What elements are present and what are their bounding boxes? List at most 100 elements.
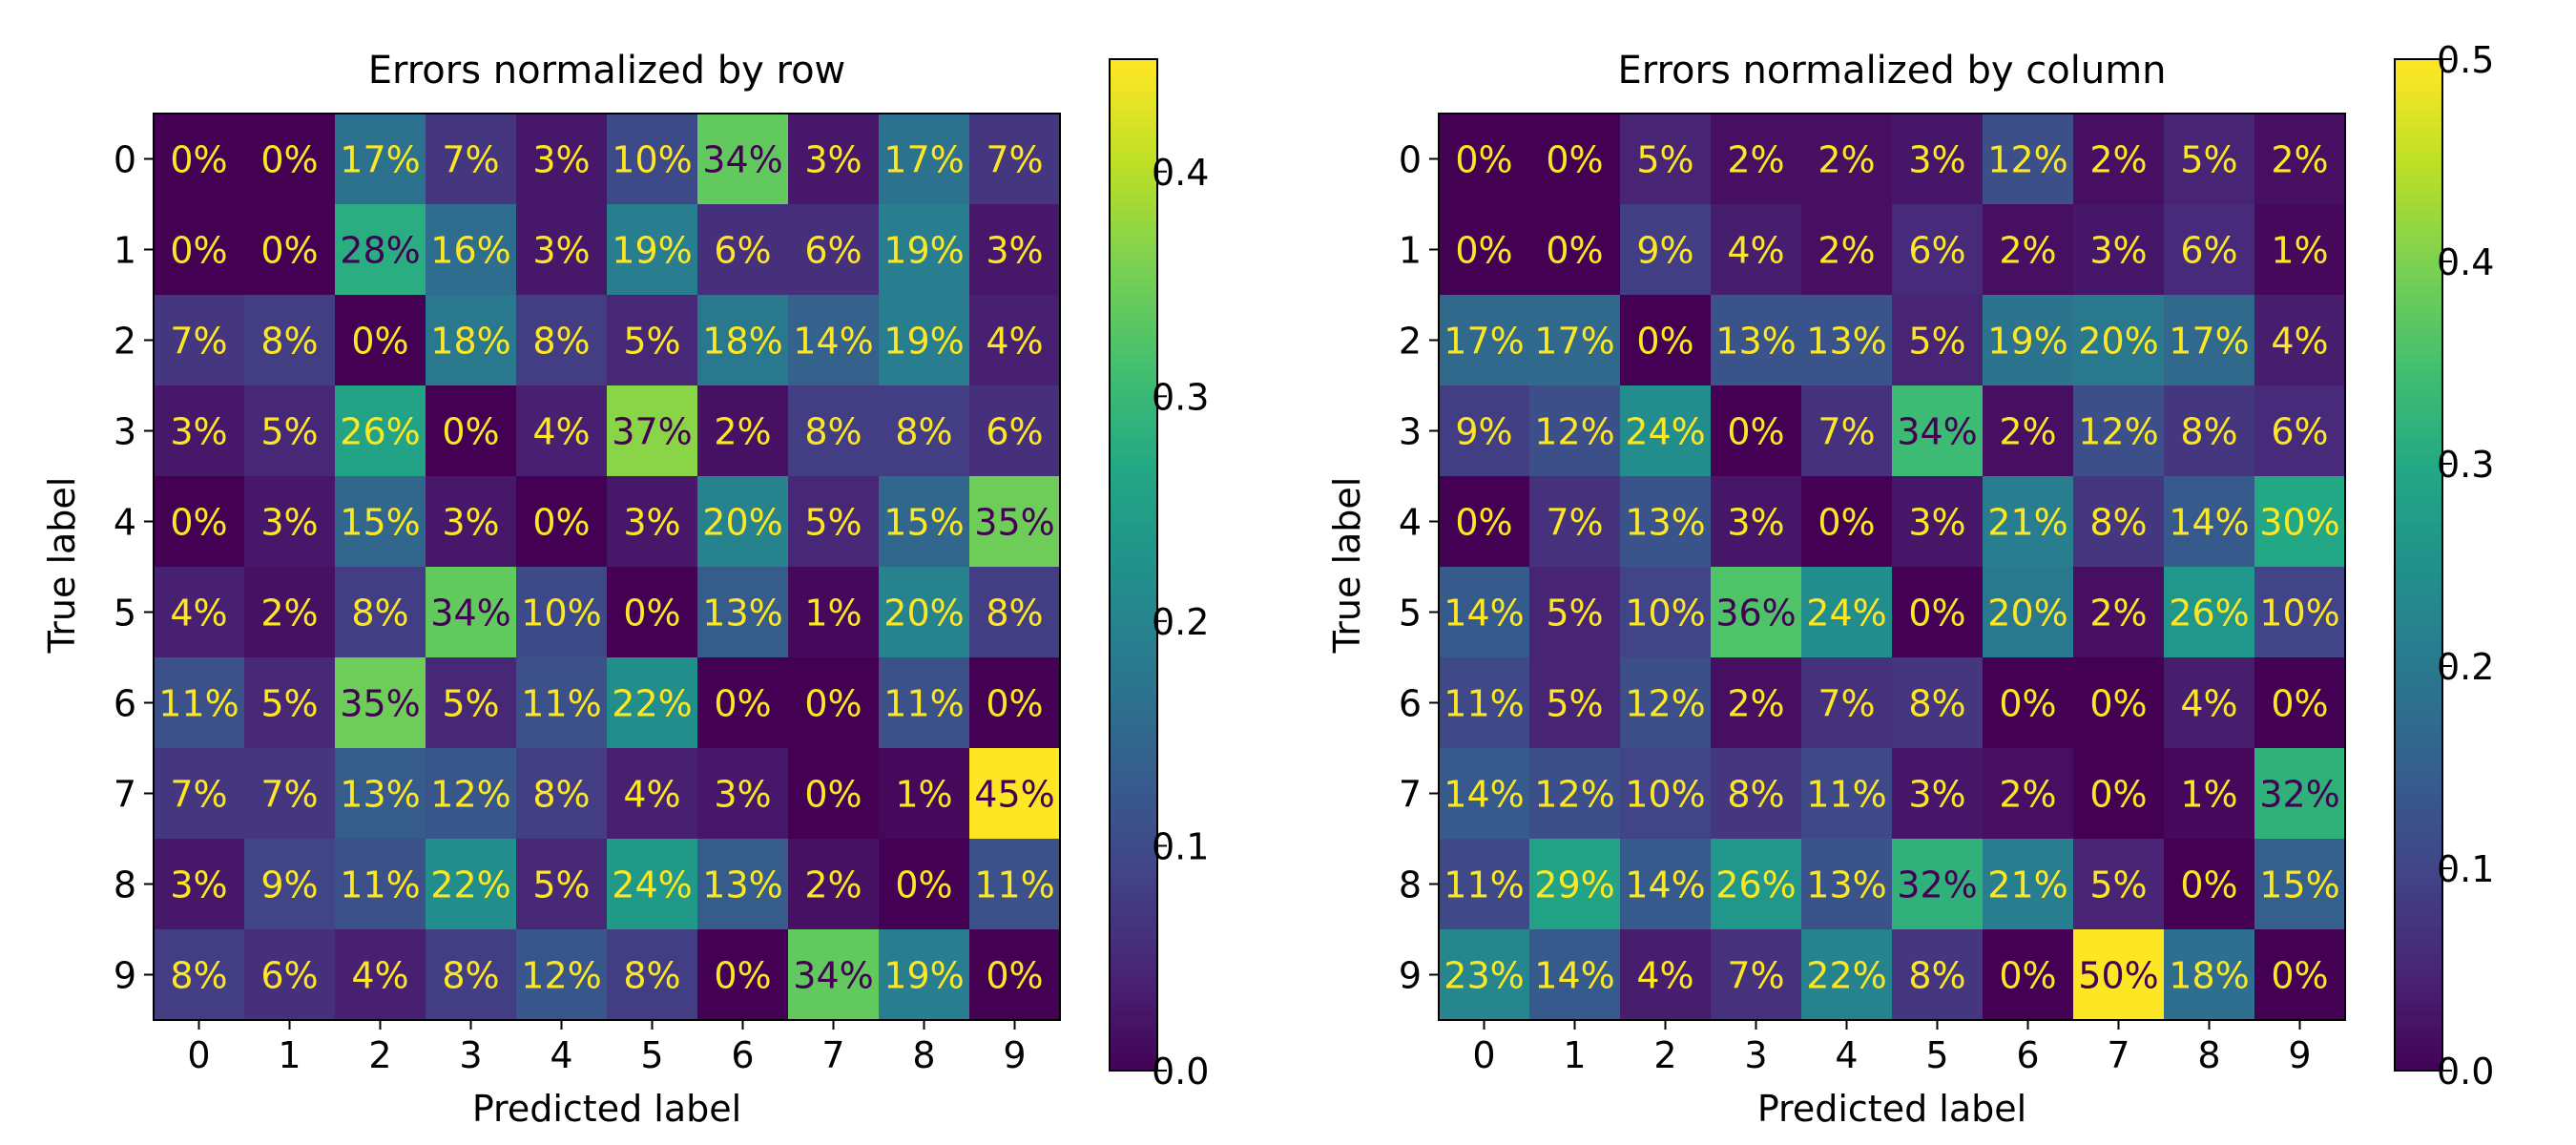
colorbar-segment xyxy=(2395,649,2442,658)
cell-label: 2% xyxy=(1999,774,2056,816)
heatmap-cell xyxy=(154,114,245,205)
cell-label: 0% xyxy=(1455,139,1512,181)
heatmap-cell xyxy=(1439,929,1530,1021)
heatmap-cell xyxy=(1983,476,2074,568)
y-tick-label: 5 xyxy=(1399,593,1422,635)
colorbar-segment xyxy=(1110,986,1157,996)
colorbar-tick-label: 0.2 xyxy=(2437,646,2494,688)
heatmap-cell xyxy=(1529,657,1621,749)
cell-label: 18% xyxy=(2169,955,2249,997)
heatmap-cell xyxy=(426,476,517,568)
cell-label: 8% xyxy=(1727,774,1784,816)
cell-label: 4% xyxy=(986,321,1043,363)
colorbar-segment xyxy=(2395,598,2442,608)
cell-label: 30% xyxy=(2259,502,2339,544)
heatmap-cell xyxy=(335,839,426,930)
colorbar-segment xyxy=(2395,303,2442,313)
colorbar-segment xyxy=(2395,370,2442,381)
cell-label: 5% xyxy=(260,411,318,453)
cell-label: 34% xyxy=(1897,411,1977,453)
heatmap-cell xyxy=(969,476,1061,568)
heatmap-cell xyxy=(969,204,1061,296)
cell-label: 13% xyxy=(702,864,782,906)
cell-label: 3% xyxy=(1908,502,1965,544)
cell-label: 8% xyxy=(442,955,499,997)
colorbar-segment xyxy=(2395,843,2442,853)
colorbar-segment xyxy=(2395,548,2442,557)
heatmap-cell xyxy=(516,204,608,296)
plot-frame xyxy=(153,113,1061,1021)
colorbar-segment xyxy=(2395,101,2442,111)
heatmap-cell xyxy=(516,476,608,568)
colorbar-segment xyxy=(2395,471,2442,482)
colorbar-segment xyxy=(1110,1028,1157,1038)
cell-label: 19% xyxy=(883,230,964,272)
colorbar-segment xyxy=(2395,93,2442,102)
heatmap-cell xyxy=(426,748,517,840)
heatmap-cell xyxy=(516,567,608,658)
cell-label: 8% xyxy=(895,411,952,453)
colorbar-segment xyxy=(1110,556,1157,566)
cell-label: 13% xyxy=(1806,321,1886,363)
heatmap-cell xyxy=(788,204,880,296)
cell-label: 12% xyxy=(1625,683,1705,725)
heatmap-cell xyxy=(244,204,336,296)
heatmap-cell xyxy=(2254,657,2346,749)
heatmap-cell xyxy=(154,295,245,386)
cell-label: 10% xyxy=(1625,774,1705,816)
cell-label: 3% xyxy=(2089,230,2147,272)
heatmap-cell xyxy=(1439,839,1530,930)
cell-label: 11% xyxy=(883,683,964,725)
colorbar-segment xyxy=(2395,994,2442,1005)
colorbar-segment xyxy=(1110,464,1157,473)
heatmap-cell xyxy=(1529,204,1621,296)
heatmap-cell xyxy=(426,204,517,296)
y-tick-label: 0 xyxy=(1399,139,1422,181)
heatmap-panel-column-normalized: Errors normalized by column 0% 0% 5% 2% 2% 3%… xyxy=(1326,39,2494,1130)
colorbar-segment xyxy=(1110,649,1157,658)
heatmap-cell xyxy=(1983,748,2074,840)
colorbar-segment xyxy=(2395,741,2442,752)
colorbar-segment xyxy=(1110,135,1157,145)
cell-label: 11% xyxy=(521,683,601,725)
cell-label: 3% xyxy=(170,864,227,906)
colorbar-segment xyxy=(2395,666,2442,676)
x-tick-label: 9 xyxy=(2288,1034,2311,1076)
cell-label: 11% xyxy=(340,864,420,906)
colorbar-segment xyxy=(1110,438,1157,448)
y-tick-label: 1 xyxy=(1399,230,1422,272)
x-tick-label: 1 xyxy=(278,1034,301,1076)
colorbar-segment xyxy=(2395,152,2442,161)
heatmap-cell xyxy=(244,114,336,205)
heatmap-cell xyxy=(788,839,880,930)
colorbar-segment xyxy=(2395,733,2442,743)
cell-label: 3% xyxy=(1908,139,1965,181)
colorbar-segment xyxy=(1110,514,1157,524)
cell-label: 5% xyxy=(1546,593,1603,635)
colorbar-segment xyxy=(2395,919,2442,928)
colorbar-segment xyxy=(1110,219,1157,229)
heatmap-cell xyxy=(154,567,245,658)
cell-label: 24% xyxy=(1625,411,1705,453)
heatmap-cell xyxy=(335,929,426,1021)
heatmap-cell xyxy=(697,385,789,477)
x-axis-label: Predicted label xyxy=(1757,1088,2026,1130)
colorbar-segment xyxy=(1110,674,1157,684)
y-tick-label: 6 xyxy=(114,683,136,725)
colorbar-tick-label: 0.5 xyxy=(2437,39,2494,81)
colorbar-segment xyxy=(1110,682,1157,693)
colorbar-segment xyxy=(1110,640,1157,651)
colorbar-segment xyxy=(1110,809,1157,819)
colorbar-segment xyxy=(2395,834,2442,844)
cell-label: 8% xyxy=(804,411,862,453)
cell-label: 26% xyxy=(1715,864,1796,906)
colorbar-segment xyxy=(2395,337,2442,347)
heatmap-cell xyxy=(879,114,970,205)
x-tick-label: 3 xyxy=(1744,1034,1767,1076)
colorbar-segment xyxy=(1110,1045,1157,1055)
heatmap-cell xyxy=(1620,748,1712,840)
colorbar-segment xyxy=(1110,413,1157,423)
chart-title: Errors normalized by row xyxy=(368,49,846,93)
colorbar-segment xyxy=(1110,471,1157,482)
cell-label: 24% xyxy=(1806,593,1886,635)
